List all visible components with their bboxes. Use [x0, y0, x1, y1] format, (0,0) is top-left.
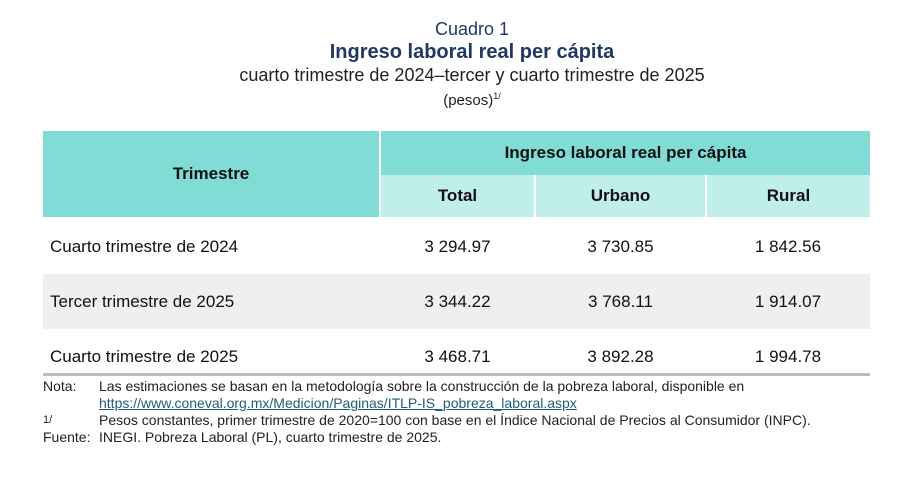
table-caption: Cuadro 1 Ingreso laboral real per cápita… — [0, 18, 920, 111]
cell-urbano: 3 768.11 — [535, 274, 706, 329]
cell-urbano: 3 730.85 — [587, 236, 654, 256]
note-text: Las estimaciones se basan en la metodolo… — [99, 378, 745, 394]
methodology-link[interactable]: https://www.coneval.org.mx/Medicion/Pagi… — [99, 395, 577, 411]
row-label: Cuarto trimestre de 2024 — [50, 236, 239, 256]
header-trimestre: Trimestre — [43, 131, 380, 217]
header-total: Total — [379, 175, 535, 217]
row-label: Tercer trimestre de 2025 — [43, 274, 380, 329]
header-urbano: Urbano — [534, 175, 706, 217]
table-row: Tercer trimestre de 2025 3 344.22 3 768.… — [43, 274, 870, 329]
caption-title: Ingreso laboral real per cápita — [329, 41, 615, 63]
footnote-key: 1/ — [43, 414, 53, 426]
cell-urbano: 3 892.28 — [587, 346, 654, 366]
source: Fuente: INEGI. Pobreza Laboral (PL), cua… — [43, 429, 870, 446]
source-text: INEGI. Pobreza Laboral (PL), cuarto trim… — [99, 429, 442, 445]
note-key: Nota: — [43, 378, 77, 394]
note: Nota: Las estimaciones se basan en la me… — [43, 378, 870, 412]
header-group: Ingreso laboral real per cápita — [379, 131, 870, 175]
header-rural: Rural — [705, 175, 870, 217]
table-bottom-rule — [43, 373, 870, 376]
cell-total: 3 344.22 — [380, 274, 535, 329]
cell-total: 3 468.71 — [424, 346, 491, 366]
footnote: 1/ Pesos constantes, primer trimestre de… — [43, 412, 870, 429]
source-key: Fuente: — [43, 429, 91, 445]
caption-subtitle: cuarto trimestre de 2024–tercer y cuarto… — [239, 65, 705, 85]
table-notes: Nota: Las estimaciones se basan en la me… — [43, 378, 870, 446]
table-row: Cuarto trimestre de 2025 3 468.71 3 892.… — [43, 329, 870, 384]
footnote-ref: 1/ — [493, 91, 501, 101]
cell-rural: 1 994.78 — [754, 346, 822, 366]
row-label: Cuarto trimestre de 2025 — [50, 346, 239, 366]
cell-rural: 1 914.07 — [706, 274, 870, 329]
income-table: Trimestre Ingreso laboral real per cápit… — [43, 131, 870, 384]
table-row: Cuarto trimestre de 2024 3 294.97 3 730.… — [43, 219, 870, 274]
caption-number: Cuadro 1 — [434, 19, 510, 39]
cell-rural: 1 842.56 — [754, 236, 822, 256]
footnote-text: Pesos constantes, primer trimestre de 20… — [99, 412, 811, 428]
caption-units: (pesos)1/ — [443, 91, 501, 109]
cell-total: 3 294.97 — [424, 236, 491, 256]
